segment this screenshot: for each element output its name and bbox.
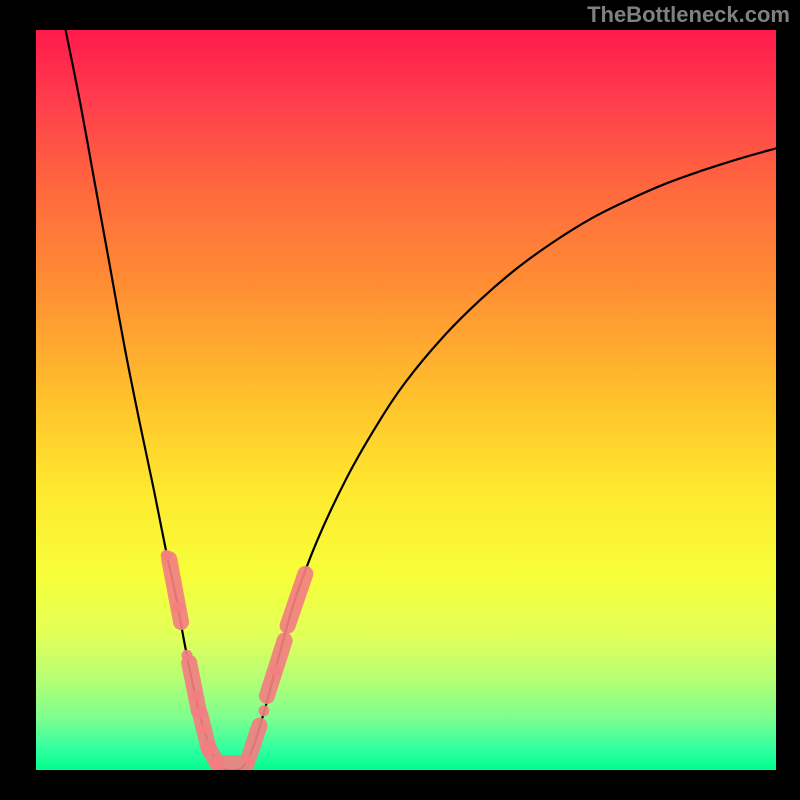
marker-dot-6: [270, 665, 281, 676]
plot-area: [36, 30, 776, 770]
marker-dot-4: [198, 724, 209, 735]
curve-right-arm: [241, 148, 776, 768]
marker-dot-2: [181, 650, 192, 661]
marker-dot-0: [161, 550, 172, 561]
curve-left-arm: [66, 30, 224, 769]
curve-layer: [36, 30, 776, 770]
marker-dot-1: [173, 602, 184, 613]
marker-dot-3: [190, 691, 201, 702]
marker-capsule-5: [249, 726, 259, 757]
stage: TheBottleneck.com: [0, 0, 800, 800]
watermark-text: TheBottleneck.com: [587, 2, 790, 28]
marker-capsule-1: [189, 663, 199, 711]
marker-capsule-7: [288, 574, 306, 626]
marker-dot-5: [258, 705, 269, 716]
